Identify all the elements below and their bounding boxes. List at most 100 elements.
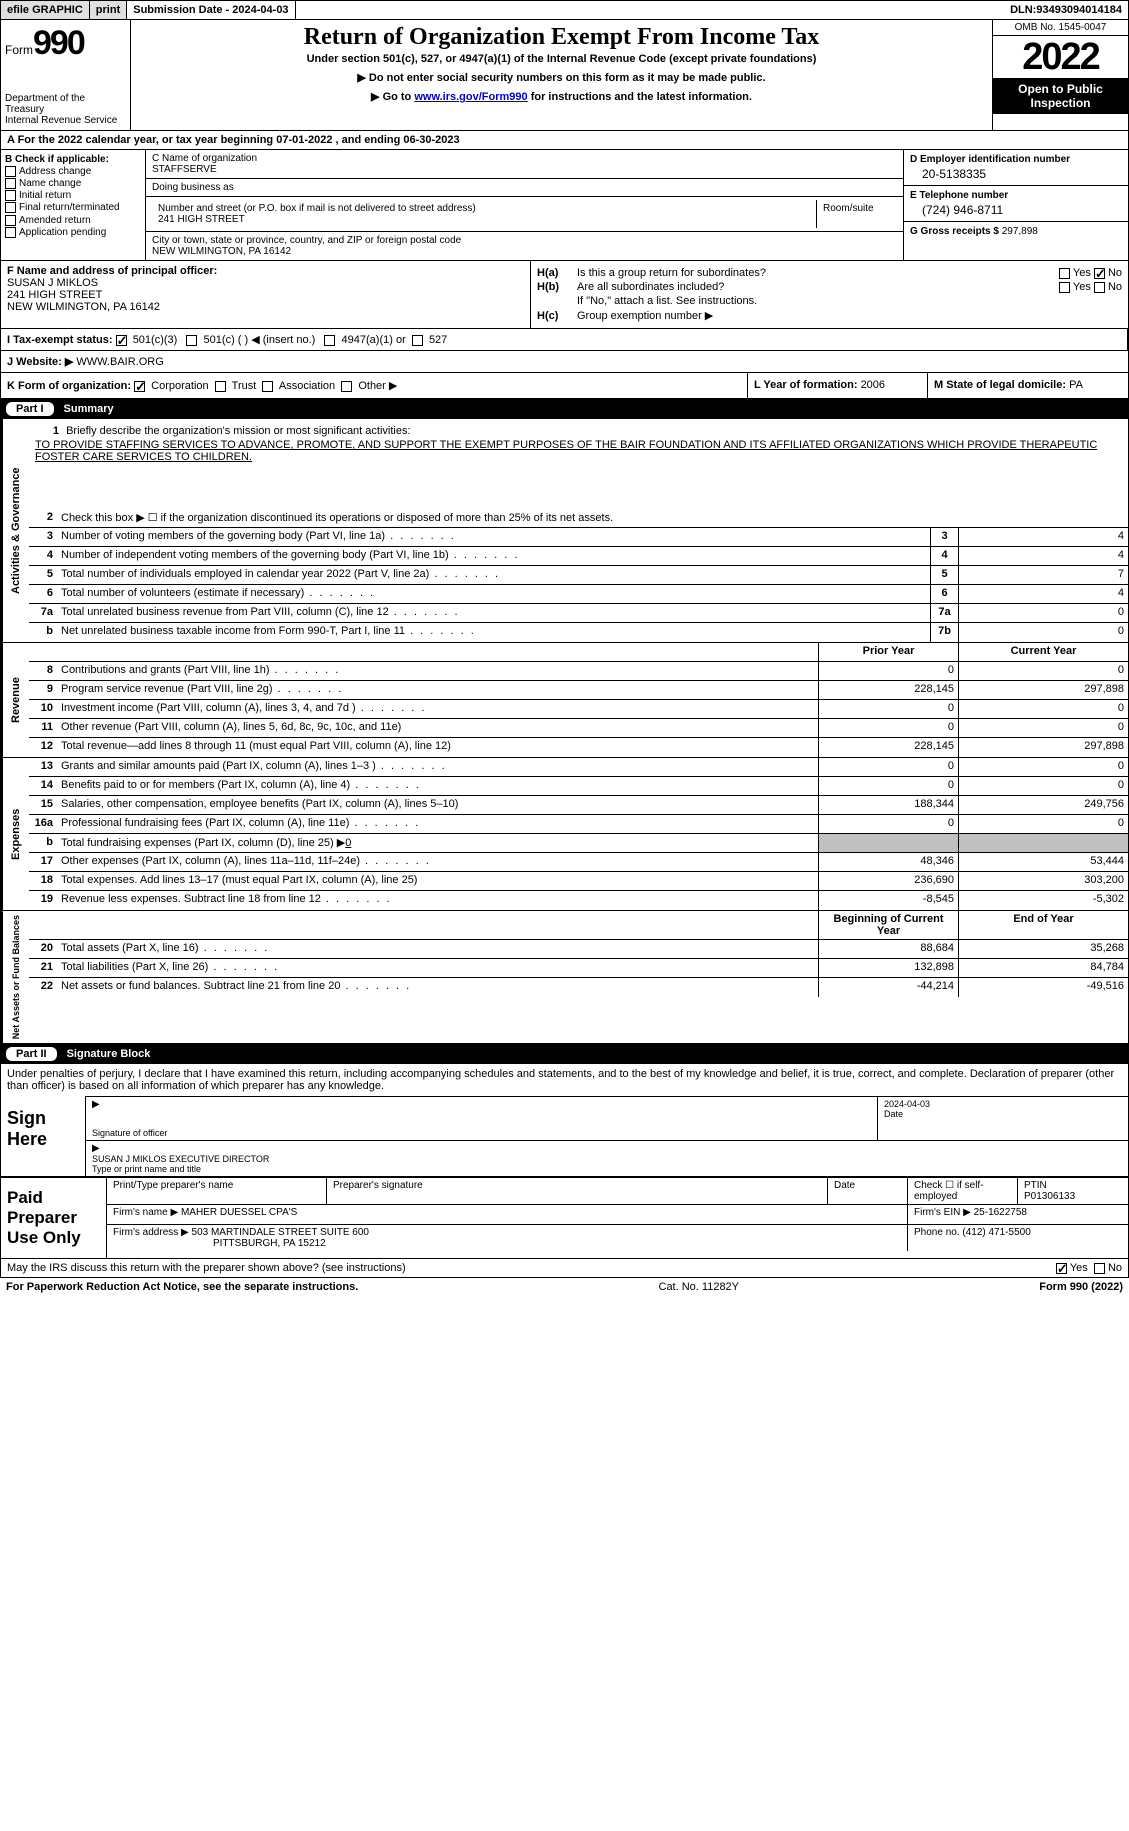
col-current: Current Year [958, 643, 1128, 661]
cb-final-return[interactable]: Final return/terminated [5, 202, 141, 213]
page-footer: For Paperwork Reduction Act Notice, see … [0, 1278, 1129, 1296]
sign-here-label: Sign Here [1, 1096, 86, 1176]
cb-501c[interactable] [186, 335, 197, 346]
phone-label: E Telephone number [910, 190, 1122, 201]
paid-preparer-label: Paid Preparer Use Only [1, 1178, 106, 1258]
line-9: Program service revenue (Part VIII, line… [57, 681, 818, 699]
subtitle-1: Under section 501(c), 527, or 4947(a)(1)… [139, 53, 984, 65]
tax-year: 2022 [993, 36, 1128, 78]
val-7a: 0 [958, 604, 1128, 622]
cb-527[interactable] [412, 335, 423, 346]
cb-assoc[interactable] [262, 381, 273, 392]
sig-officer-label: Signature of officer [92, 1128, 871, 1138]
ptin-label: PTIN [1024, 1180, 1122, 1191]
state-domicile: M State of legal domicile: PA [928, 373, 1128, 398]
ha-yes[interactable] [1059, 268, 1070, 279]
paperwork-notice: For Paperwork Reduction Act Notice, see … [6, 1281, 358, 1293]
val-5: 7 [958, 566, 1128, 584]
org-name-label: C Name of organization [152, 153, 897, 164]
val-6: 4 [958, 585, 1128, 603]
ptin: P01306133 [1024, 1191, 1122, 1202]
side-netassets: Net Assets or Fund Balances [1, 911, 29, 1043]
cb-app-pending[interactable]: Application pending [5, 227, 141, 238]
form-number: 990 [33, 24, 84, 62]
col-end: End of Year [958, 911, 1128, 939]
form-word: Form [5, 43, 33, 57]
ha-no[interactable] [1094, 268, 1105, 279]
line-18: Total expenses. Add lines 13–17 (must eq… [57, 872, 818, 890]
cb-4947[interactable] [324, 335, 335, 346]
dba-label: Doing business as [152, 182, 897, 193]
city: NEW WILMINGTON, PA 16142 [152, 246, 897, 257]
signature-block: Under penalties of perjury, I declare th… [0, 1064, 1129, 1259]
line-2: Check this box ▶ ☐ if the organization d… [57, 509, 1128, 527]
discuss-yes[interactable] [1056, 1263, 1067, 1274]
side-governance: Activities & Governance [1, 419, 29, 642]
cb-name-change[interactable]: Name change [5, 178, 141, 189]
side-revenue: Revenue [1, 643, 29, 757]
side-expenses: Expenses [1, 758, 29, 910]
efile-graphic-button[interactable]: efile GRAPHIC [1, 1, 90, 19]
col-prior: Prior Year [818, 643, 958, 661]
header-left: Form990 Department of the Treasury Inter… [1, 20, 131, 130]
officer-city: NEW WILMINGTON, PA 16142 [7, 301, 160, 313]
phone: (724) 946-8711 [910, 201, 1122, 217]
form-header: Form990 Department of the Treasury Inter… [0, 20, 1129, 131]
street-label: Number and street (or P.O. box if mail i… [152, 200, 816, 214]
prep-date-label: Date [828, 1178, 908, 1204]
cb-address-change[interactable]: Address change [5, 166, 141, 177]
treasury-dept: Department of the Treasury [5, 93, 126, 115]
hb-no[interactable] [1094, 282, 1105, 293]
prep-sig-label: Preparer's signature [327, 1178, 828, 1204]
form-of-org: K Form of organization: Corporation Trus… [1, 373, 748, 398]
line-12: Total revenue—add lines 8 through 11 (mu… [57, 738, 818, 757]
cb-501c3[interactable] [116, 335, 127, 346]
gross-label: G Gross receipts $ [910, 226, 1002, 237]
sig-date: 2024-04-03 [884, 1099, 1122, 1109]
firm-ein: 25-1622758 [974, 1207, 1027, 1218]
val-7b: 0 [958, 623, 1128, 642]
cat-no: Cat. No. 11282Y [659, 1281, 740, 1293]
subtitle-3: ▶ Go to www.irs.gov/Form990 for instruct… [139, 90, 984, 103]
klm-row: K Form of organization: Corporation Trus… [0, 373, 1129, 399]
line-6: Total number of volunteers (estimate if … [57, 585, 930, 603]
line-16b: Total fundraising expenses (Part IX, col… [57, 834, 818, 852]
top-toolbar: efile GRAPHIC print Submission Date - 20… [0, 0, 1129, 20]
officer-name-title: SUSAN J MIKLOS EXECUTIVE DIRECTOR [92, 1154, 1122, 1164]
website: WWW.BAIR.ORG [76, 356, 163, 368]
header-right: OMB No. 1545-0047 2022 Open to Public In… [993, 20, 1128, 130]
part-2-header: Part IISignature Block [0, 1044, 1129, 1064]
date-label: Date [884, 1109, 1122, 1119]
mission-text: TO PROVIDE STAFFING SERVICES TO ADVANCE,… [35, 439, 1122, 463]
form-ref: Form 990 (2022) [1039, 1281, 1123, 1293]
print-button[interactable]: print [90, 1, 127, 19]
j-row: J Website: ▶ WWW.BAIR.ORG [0, 351, 1129, 373]
line-16a: Professional fundraising fees (Part IX, … [57, 815, 818, 833]
hb-note: If "No," attach a list. See instructions… [537, 295, 1122, 307]
line-14: Benefits paid to or for members (Part IX… [57, 777, 818, 795]
omb-number: OMB No. 1545-0047 [993, 20, 1128, 36]
cb-other[interactable] [341, 381, 352, 392]
open-to-public: Open to Public Inspection [993, 78, 1128, 114]
prep-name-label: Print/Type preparer's name [107, 1178, 327, 1204]
header-mid: Return of Organization Exempt From Incom… [131, 20, 993, 130]
tax-period: A For the 2022 calendar year, or tax yea… [0, 131, 1129, 150]
cb-trust[interactable] [215, 381, 226, 392]
firm-addr2: PITTSBURGH, PA 15212 [213, 1238, 326, 1249]
line-7a: Total unrelated business revenue from Pa… [57, 604, 930, 622]
ein-label: D Employer identification number [910, 154, 1122, 165]
firm-name: MAHER DUESSEL CPA'S [181, 1207, 297, 1218]
name-title-label: Type or print name and title [92, 1164, 1122, 1174]
line-8: Contributions and grants (Part VIII, lin… [57, 662, 818, 680]
dln: DLN: 93493094014184 [1004, 1, 1128, 19]
line-5: Total number of individuals employed in … [57, 566, 930, 584]
discuss-no[interactable] [1094, 1263, 1105, 1274]
line-4: Number of independent voting members of … [57, 547, 930, 565]
hb-yes[interactable] [1059, 282, 1070, 293]
cb-amended[interactable]: Amended return [5, 215, 141, 226]
org-name: STAFFSERVE [152, 164, 897, 175]
cb-initial-return[interactable]: Initial return [5, 190, 141, 201]
irs-link[interactable]: www.irs.gov/Form990 [414, 91, 527, 103]
section-c: C Name of organization STAFFSERVE Doing … [146, 150, 903, 260]
cb-corp[interactable] [134, 381, 145, 392]
